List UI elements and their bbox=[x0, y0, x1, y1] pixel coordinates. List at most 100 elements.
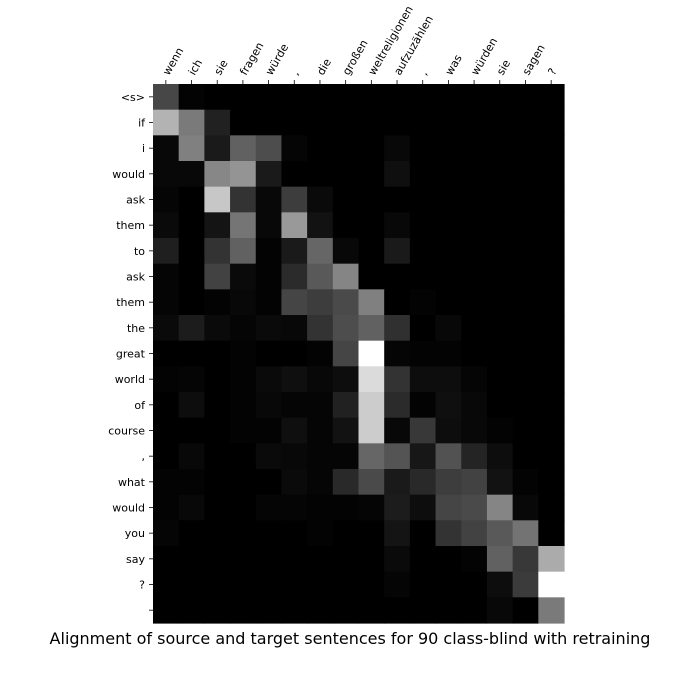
heatmap-cell-r20-c2 bbox=[204, 597, 231, 624]
heatmap-cell-r20-c9 bbox=[384, 597, 411, 624]
heatmap-cell-r3-c2 bbox=[204, 161, 231, 188]
x-tick-label-13: sie bbox=[494, 57, 513, 77]
heatmap-cell-r17-c4 bbox=[255, 520, 283, 547]
heatmap-cell-r9-c3 bbox=[230, 315, 257, 342]
heatmap-cell-r15-c0 bbox=[153, 469, 180, 496]
heatmap-cell-r13-c14 bbox=[512, 417, 539, 444]
heatmap-cell-r5-c6 bbox=[307, 212, 334, 239]
heatmap-cell-r18-c0 bbox=[153, 546, 180, 573]
heatmap-cell-r7-c1 bbox=[178, 263, 205, 290]
heatmap-cell-r5-c2 bbox=[204, 212, 231, 239]
heatmap-cells bbox=[153, 84, 565, 624]
heatmap-cell-r0-c5 bbox=[281, 84, 308, 111]
heatmap-cell-r5-c8 bbox=[358, 212, 385, 239]
heatmap-cell-r18-c5 bbox=[281, 546, 308, 573]
heatmap-cell-r8-c8 bbox=[358, 289, 385, 316]
heatmap-cell-r13-c5 bbox=[281, 417, 308, 444]
heatmap-cell-r11-c4 bbox=[255, 366, 283, 393]
heatmap-cell-r16-c9 bbox=[384, 494, 411, 521]
heatmap-cell-r6-c7 bbox=[332, 238, 360, 265]
heatmap-cell-r20-c12 bbox=[461, 597, 488, 624]
heatmap-cell-r0-c15 bbox=[538, 84, 565, 111]
heatmap-cell-r12-c4 bbox=[255, 392, 283, 419]
heatmap-cell-r10-c12 bbox=[461, 340, 488, 367]
heatmap-cell-r7-c12 bbox=[461, 263, 488, 290]
heatmap-cell-r8-c13 bbox=[486, 289, 514, 316]
heatmap-cell-r14-c1 bbox=[178, 443, 205, 470]
heatmap-cell-r16-c5 bbox=[281, 494, 308, 521]
heatmap-cell-r14-c2 bbox=[204, 443, 231, 470]
heatmap-cell-r13-c0 bbox=[153, 417, 180, 444]
heatmap-cell-r10-c5 bbox=[281, 340, 308, 367]
heatmap-cell-r6-c11 bbox=[435, 238, 462, 265]
heatmap-cell-r13-c3 bbox=[230, 417, 257, 444]
heatmap-cell-r19-c4 bbox=[255, 571, 283, 598]
heatmap-cell-r11-c5 bbox=[281, 366, 308, 393]
heatmap-cell-r2-c3 bbox=[230, 135, 257, 162]
heatmap-cell-r6-c4 bbox=[255, 238, 283, 265]
heatmap-cell-r15-c13 bbox=[486, 469, 514, 496]
y-tick-label-12: of bbox=[134, 399, 146, 412]
heatmap-cell-r8-c14 bbox=[512, 289, 539, 316]
heatmap-cell-r7-c0 bbox=[153, 263, 180, 290]
heatmap-cell-r14-c6 bbox=[307, 443, 334, 470]
heatmap-cell-r19-c1 bbox=[178, 571, 205, 598]
heatmap-cell-r6-c13 bbox=[486, 238, 514, 265]
heatmap-cell-r12-c2 bbox=[204, 392, 231, 419]
heatmap-cell-r0-c4 bbox=[255, 84, 283, 111]
heatmap-cell-r18-c3 bbox=[230, 546, 257, 573]
heatmap-cell-r13-c1 bbox=[178, 417, 205, 444]
heatmap-cell-r6-c1 bbox=[178, 238, 205, 265]
heatmap-cell-r10-c8 bbox=[358, 340, 385, 367]
heatmap-cell-r12-c3 bbox=[230, 392, 257, 419]
heatmap-cell-r16-c6 bbox=[307, 494, 334, 521]
heatmap-cell-r1-c6 bbox=[307, 109, 334, 136]
heatmap-cell-r3-c11 bbox=[435, 161, 462, 188]
heatmap-cell-r10-c2 bbox=[204, 340, 231, 367]
heatmap-cell-r2-c11 bbox=[435, 135, 462, 162]
heatmap-cell-r2-c12 bbox=[461, 135, 488, 162]
heatmap-cell-r0-c13 bbox=[486, 84, 514, 111]
heatmap-cell-r19-c14 bbox=[512, 571, 539, 598]
heatmap-cell-r5-c9 bbox=[384, 212, 411, 239]
heatmap-cell-r9-c5 bbox=[281, 315, 308, 342]
heatmap-cell-r0-c6 bbox=[307, 84, 334, 111]
heatmap-cell-r13-c2 bbox=[204, 417, 231, 444]
heatmap-cell-r10-c1 bbox=[178, 340, 205, 367]
y-tick-label-6: to bbox=[134, 245, 145, 258]
heatmap-cell-r2-c1 bbox=[178, 135, 205, 162]
heatmap-cell-r19-c3 bbox=[230, 571, 257, 598]
heatmap-cell-r12-c5 bbox=[281, 392, 308, 419]
heatmap-cell-r5-c10 bbox=[409, 212, 437, 239]
heatmap-cell-r17-c0 bbox=[153, 520, 180, 547]
heatmap-cell-r12-c10 bbox=[409, 392, 437, 419]
heatmap-cell-r15-c1 bbox=[178, 469, 205, 496]
heatmap-cell-r20-c3 bbox=[230, 597, 257, 624]
heatmap-cell-r3-c4 bbox=[255, 161, 283, 188]
heatmap-cell-r8-c4 bbox=[255, 289, 283, 316]
heatmap-cell-r6-c6 bbox=[307, 238, 334, 265]
heatmap-cell-r9-c14 bbox=[512, 315, 539, 342]
heatmap-cell-r17-c9 bbox=[384, 520, 411, 547]
heatmap-cell-r19-c7 bbox=[332, 571, 360, 598]
heatmap-cell-r20-c1 bbox=[178, 597, 205, 624]
y-tick-label-16: would bbox=[112, 502, 145, 515]
heatmap-cell-r3-c1 bbox=[178, 161, 205, 188]
heatmap-cell-r9-c6 bbox=[307, 315, 334, 342]
heatmap-cell-r15-c15 bbox=[538, 469, 565, 496]
heatmap-cell-r7-c4 bbox=[255, 263, 283, 290]
heatmap-cell-r8-c5 bbox=[281, 289, 308, 316]
heatmap-cell-r20-c4 bbox=[255, 597, 283, 624]
heatmap-cell-r12-c1 bbox=[178, 392, 205, 419]
heatmap-cell-r15-c12 bbox=[461, 469, 488, 496]
heatmap-cell-r16-c11 bbox=[435, 494, 462, 521]
y-tick-label-15: what bbox=[118, 476, 146, 489]
heatmap-cell-r14-c7 bbox=[332, 443, 360, 470]
heatmap-cell-r2-c14 bbox=[512, 135, 539, 162]
heatmap-cell-r15-c10 bbox=[409, 469, 437, 496]
heatmap-cell-r9-c15 bbox=[538, 315, 565, 342]
heatmap-cell-r12-c15 bbox=[538, 392, 565, 419]
heatmap-cell-r9-c2 bbox=[204, 315, 231, 342]
heatmap-cell-r6-c0 bbox=[153, 238, 180, 265]
